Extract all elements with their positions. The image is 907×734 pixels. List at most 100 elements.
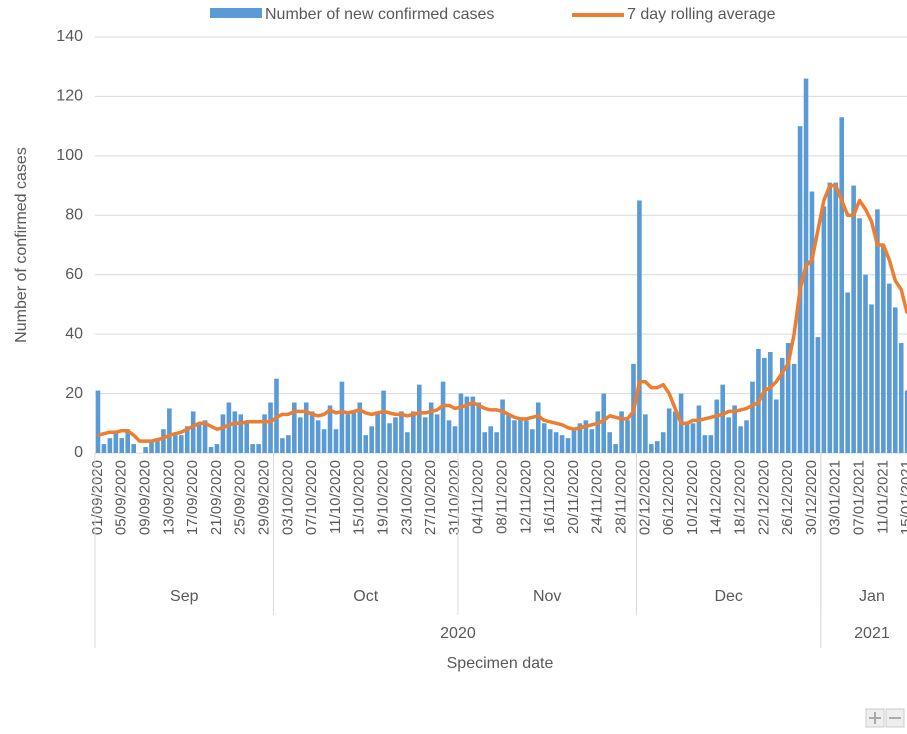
group-label: Jan: [859, 588, 885, 605]
bar: [892, 307, 898, 453]
bar: [214, 444, 220, 453]
bar: [321, 429, 327, 453]
bar: [363, 435, 369, 453]
x-tick-label: 14/12/2020: [708, 460, 725, 535]
group-label: Sep: [170, 588, 199, 605]
bar: [345, 414, 351, 453]
x-tick-label: 01/09/2020: [89, 460, 106, 535]
zoom-in-icon: [869, 712, 881, 724]
bar: [577, 423, 583, 453]
bar: [405, 432, 410, 453]
x-tick-label: 25/09/2020: [232, 460, 249, 535]
bar: [256, 444, 261, 453]
x-tick-label: 05/09/2020: [113, 460, 130, 535]
bar: [244, 423, 250, 453]
y-tick-label: 120: [56, 88, 83, 105]
bar: [791, 363, 797, 453]
bar: [143, 447, 148, 453]
x-tick-label: 20/11/2020: [565, 460, 582, 534]
bar: [750, 381, 755, 453]
bar: [369, 426, 374, 453]
x-tick-label: 10/12/2020: [684, 460, 701, 535]
bar: [512, 420, 517, 453]
zoom-controls[interactable]: [865, 708, 905, 728]
bar: [672, 411, 678, 453]
x-tick-label: 27/10/2020: [422, 460, 439, 535]
x-tick-label: 06/12/2020: [660, 460, 677, 535]
bar: [583, 420, 589, 453]
bar: [286, 435, 291, 453]
bar: [845, 292, 850, 453]
x-tick-label: 11/01/2021: [874, 460, 891, 534]
y-tick-label: 20: [65, 385, 83, 402]
bar: [470, 396, 476, 453]
y-axis-title: Number of confirmed cases: [13, 147, 30, 343]
x-axis-title: Specimen date: [447, 655, 554, 672]
x-tick-label: 11/10/2020: [327, 460, 344, 534]
bar: [654, 441, 660, 453]
bar: [625, 420, 630, 453]
bar: [458, 393, 464, 453]
bar: [607, 432, 612, 453]
bar: [601, 393, 607, 453]
legend-label: 7 day rolling average: [627, 6, 776, 23]
bar: [107, 438, 113, 453]
bar: [303, 402, 309, 453]
bar: [393, 417, 398, 453]
bar: [309, 411, 315, 453]
group-label: Nov: [533, 588, 561, 605]
bar: [161, 429, 166, 453]
bar: [773, 399, 779, 453]
x-tick-label: 23/10/2020: [398, 460, 415, 535]
bar: [875, 209, 880, 453]
x-tick-label: 17/09/2020: [184, 460, 201, 535]
x-tick-label: 03/10/2020: [279, 460, 296, 535]
x-tick-label: 08/11/2020: [494, 460, 511, 534]
bar: [547, 429, 553, 453]
bar: [530, 429, 535, 453]
bar: [768, 351, 773, 453]
y-tick-label: 40: [65, 325, 83, 342]
x-tick-label: 30/12/2020: [803, 460, 820, 535]
bar: [851, 185, 856, 454]
bar: [619, 411, 624, 453]
bar: [411, 411, 416, 453]
bar: [250, 444, 255, 453]
bar: [833, 182, 839, 453]
bar: [381, 390, 386, 453]
legend-label: Number of new confirmed cases: [265, 6, 494, 23]
group-label: 2020: [440, 625, 476, 642]
bar: [726, 417, 731, 453]
x-tick-label: 15/01/2021: [898, 460, 907, 535]
bar: [232, 411, 238, 453]
x-tick-label: 07/01/2021: [851, 460, 868, 535]
bar: [178, 435, 184, 453]
bar: [149, 441, 154, 453]
x-tick-label: 12/11/2020: [517, 460, 534, 534]
bar: [208, 447, 214, 453]
bar: [524, 420, 529, 453]
bar: [500, 399, 505, 453]
bar: [333, 429, 339, 453]
bar: [190, 411, 196, 453]
bar: [660, 432, 666, 453]
bar: [119, 438, 125, 453]
x-tick-label: 18/12/2020: [732, 460, 749, 535]
bar: [482, 432, 488, 453]
bar: [476, 402, 482, 453]
bar: [565, 438, 571, 453]
bar: [643, 414, 648, 453]
bar: [357, 402, 363, 453]
bar: [821, 206, 827, 453]
bar: [387, 423, 392, 453]
bar: [541, 423, 547, 453]
legend-swatch: [210, 8, 262, 18]
bar: [649, 444, 654, 453]
bar: [839, 117, 845, 453]
rolling-average-line: [97, 183, 907, 443]
bar: [167, 408, 172, 453]
bar: [720, 384, 726, 453]
bar: [297, 417, 303, 453]
bar: [732, 405, 737, 453]
bar: [887, 283, 892, 453]
